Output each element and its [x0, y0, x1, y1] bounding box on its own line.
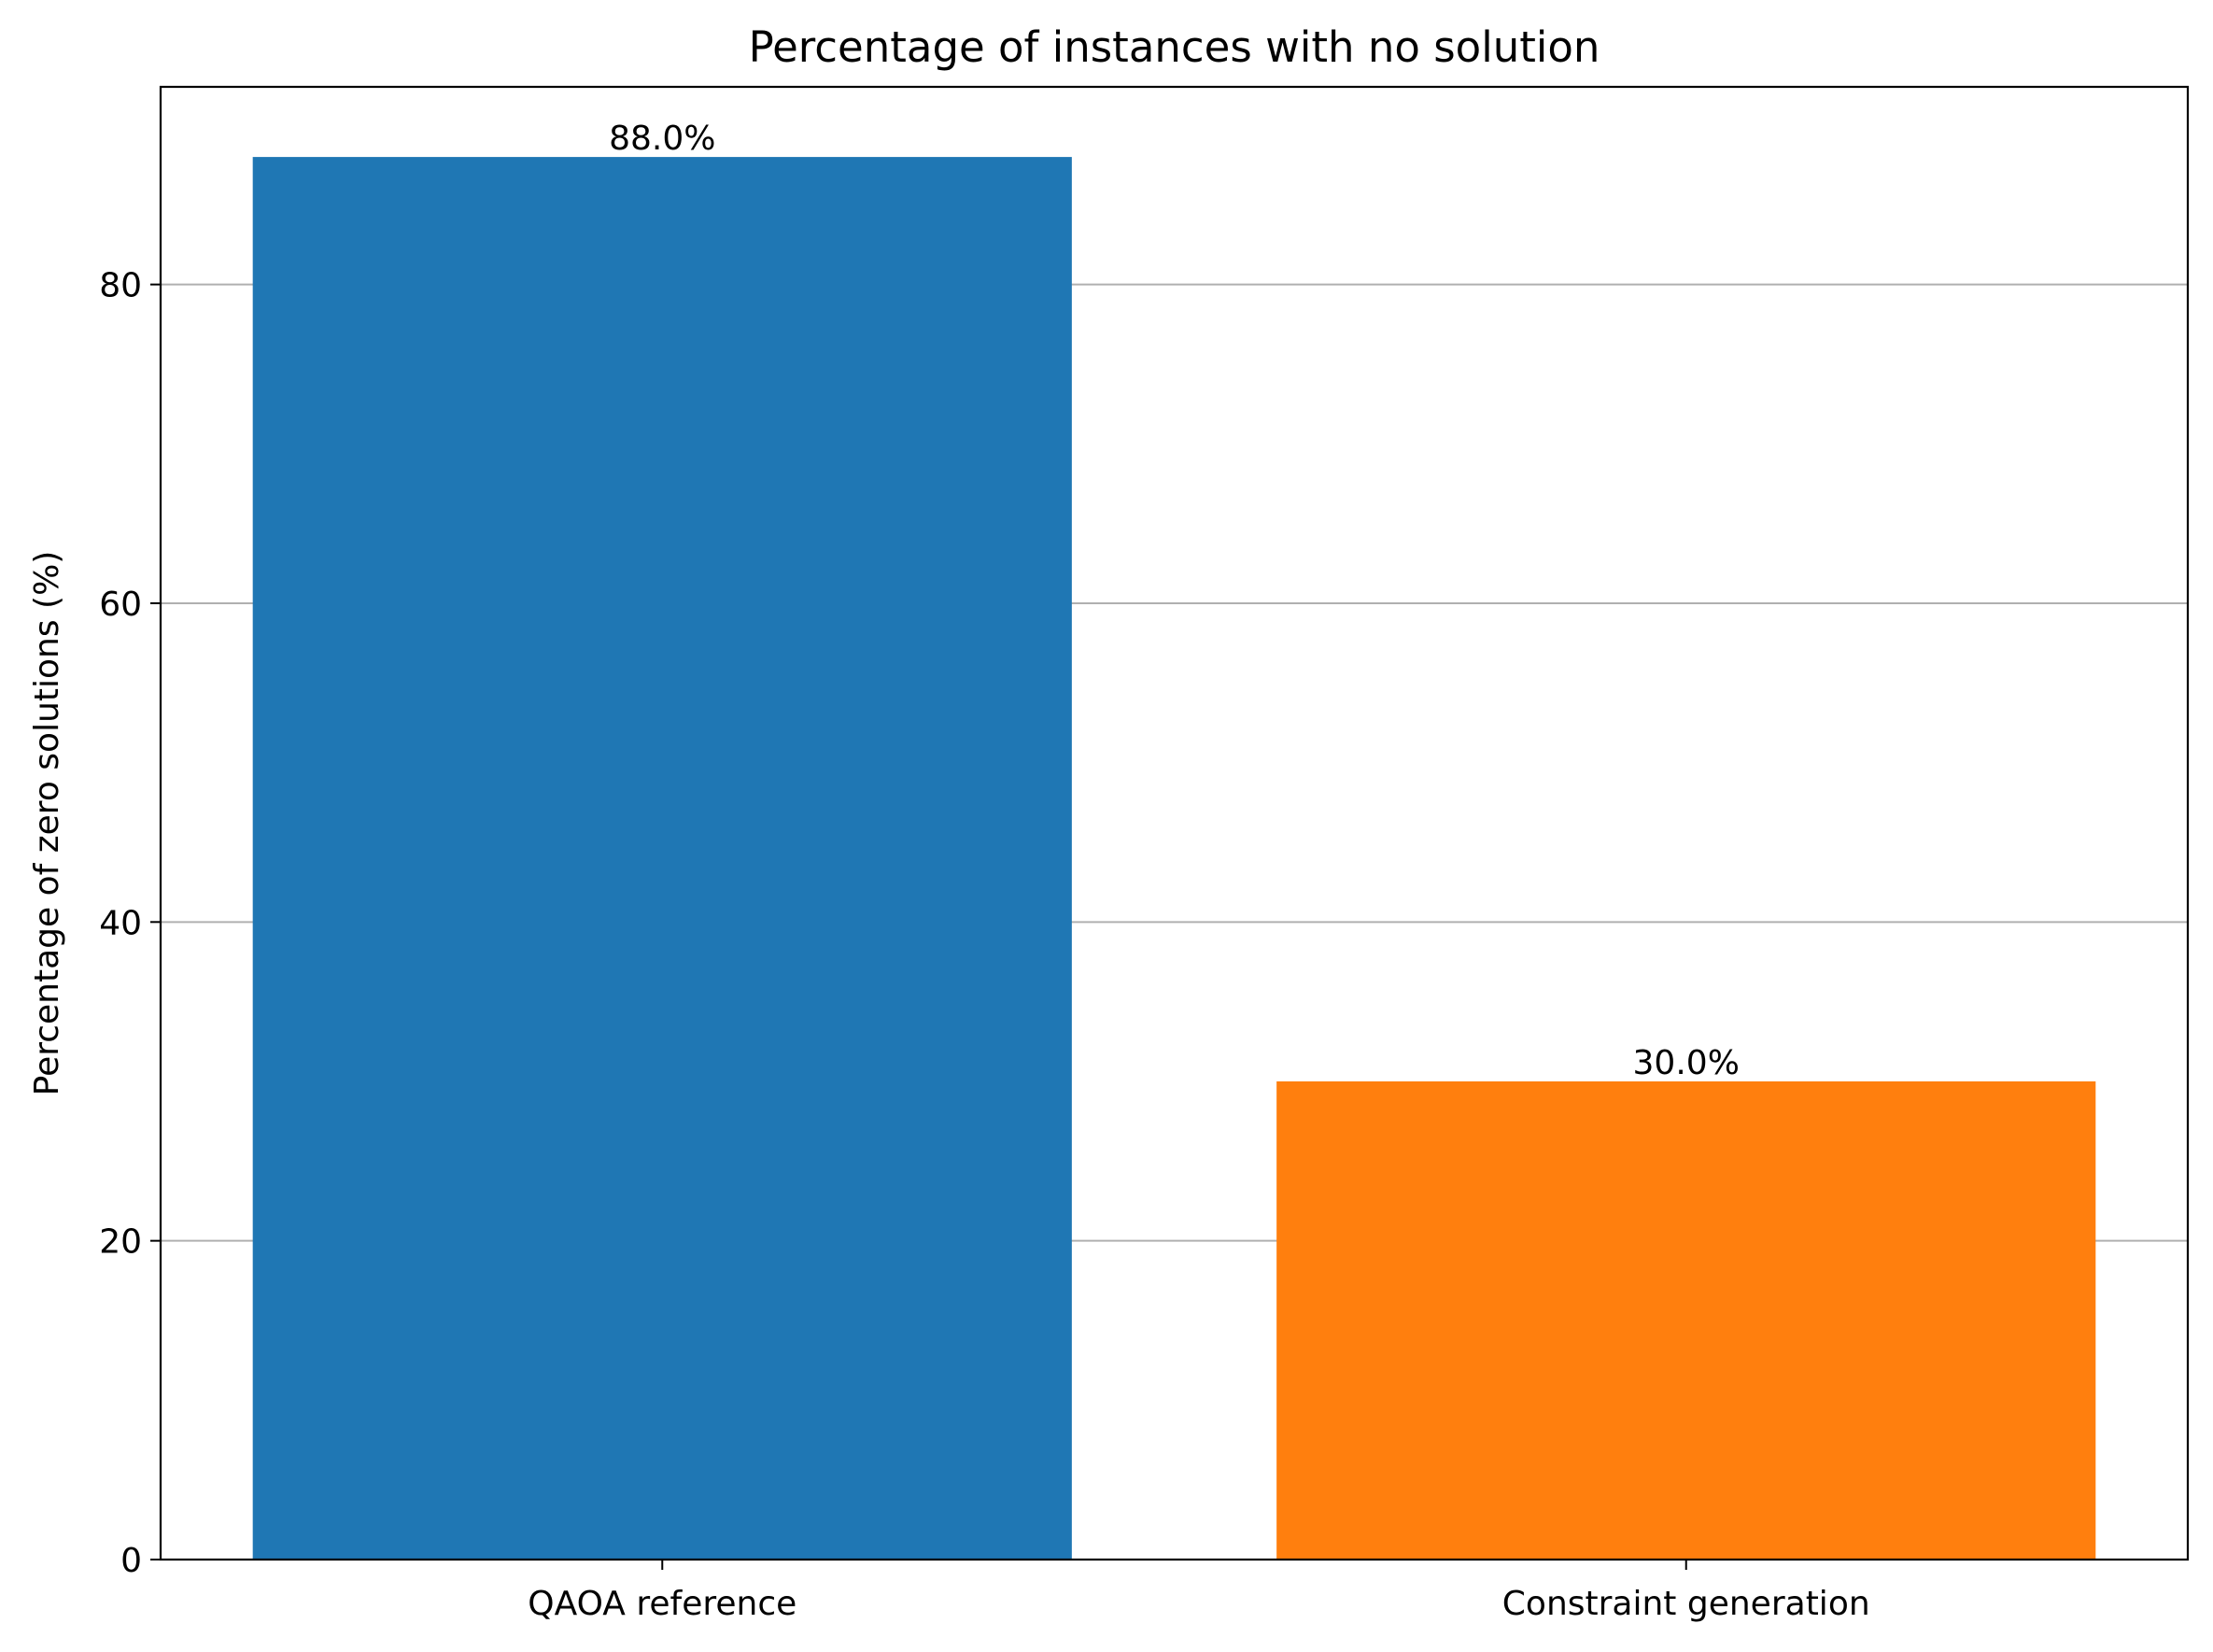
- data-label-0: 88.0%: [609, 120, 715, 158]
- x-axis: QAOA reference Constraint generation: [528, 1560, 1870, 1623]
- y-axis: 0 20 40 60 80: [99, 267, 161, 1580]
- chart-title: Percentage of instances with no solution: [749, 22, 1600, 72]
- data-labels: 88.0% 30.0%: [609, 120, 1740, 1082]
- y-tick-label-0: 0: [120, 1542, 142, 1580]
- x-tick-label-1: Constraint generation: [1502, 1585, 1870, 1623]
- plot-frame: [159, 85, 2190, 1561]
- y-tick-label-3: 60: [99, 586, 142, 624]
- bar-1: [1276, 1080, 2096, 1560]
- y-tick-label-1: 20: [99, 1223, 142, 1262]
- y-tick-label-2: 40: [99, 904, 142, 942]
- x-tick-label-0: QAOA reference: [528, 1585, 796, 1623]
- bars: [252, 157, 2096, 1560]
- bar-0: [252, 157, 1072, 1560]
- y-axis-label: Percentage of zero solutions (%): [28, 551, 66, 1096]
- data-label-1: 30.0%: [1633, 1044, 1740, 1082]
- y-tick-label-4: 80: [99, 267, 142, 305]
